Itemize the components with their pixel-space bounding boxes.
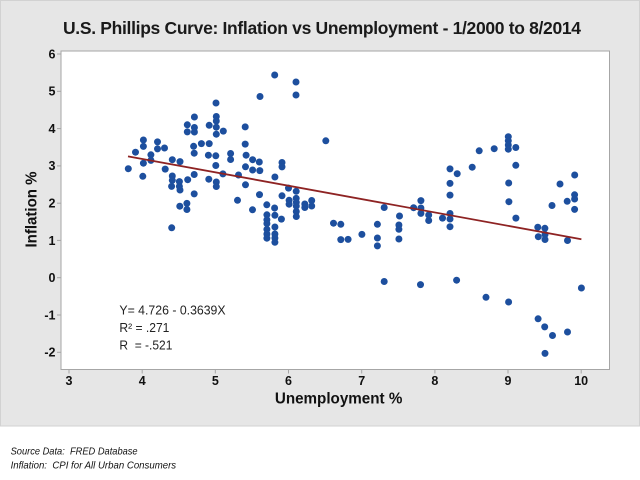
svg-text:Unemployment %: Unemployment % — [275, 391, 403, 408]
svg-text:5: 5 — [212, 374, 219, 388]
svg-text:-1: -1 — [44, 308, 55, 322]
svg-text:8: 8 — [431, 374, 438, 388]
svg-text:Inflation %: Inflation % — [24, 171, 41, 247]
svg-text:4: 4 — [49, 122, 56, 136]
svg-text:0: 0 — [49, 271, 56, 285]
svg-text:Inflation: CPI for All Urban: Inflation: CPI for All Urban Consumers — [11, 460, 177, 471]
svg-text:5: 5 — [49, 85, 56, 99]
svg-text:U.S. Phillips Curve: Inflation: U.S. Phillips Curve: Inflation vs Unempl… — [63, 18, 581, 38]
svg-text:7: 7 — [358, 374, 365, 388]
svg-text:10: 10 — [574, 374, 588, 388]
svg-text:Source Data: FRED Database: Source Data: FRED Database — [11, 447, 138, 458]
svg-text:9: 9 — [505, 374, 512, 388]
svg-text:R = -.521: R = -.521 — [119, 338, 172, 353]
svg-text:6: 6 — [49, 47, 56, 61]
svg-text:1: 1 — [49, 234, 56, 248]
svg-text:2: 2 — [49, 197, 56, 211]
svg-text:6: 6 — [285, 374, 292, 388]
svg-text:3: 3 — [49, 159, 56, 173]
svg-text:4: 4 — [139, 374, 146, 388]
svg-text:3: 3 — [66, 374, 73, 388]
svg-text:-2: -2 — [44, 346, 55, 360]
svg-text:R² = .271: R² = .271 — [119, 320, 169, 335]
svg-text:Y= 4.726 - 0.3639X: Y= 4.726 - 0.3639X — [119, 302, 226, 317]
